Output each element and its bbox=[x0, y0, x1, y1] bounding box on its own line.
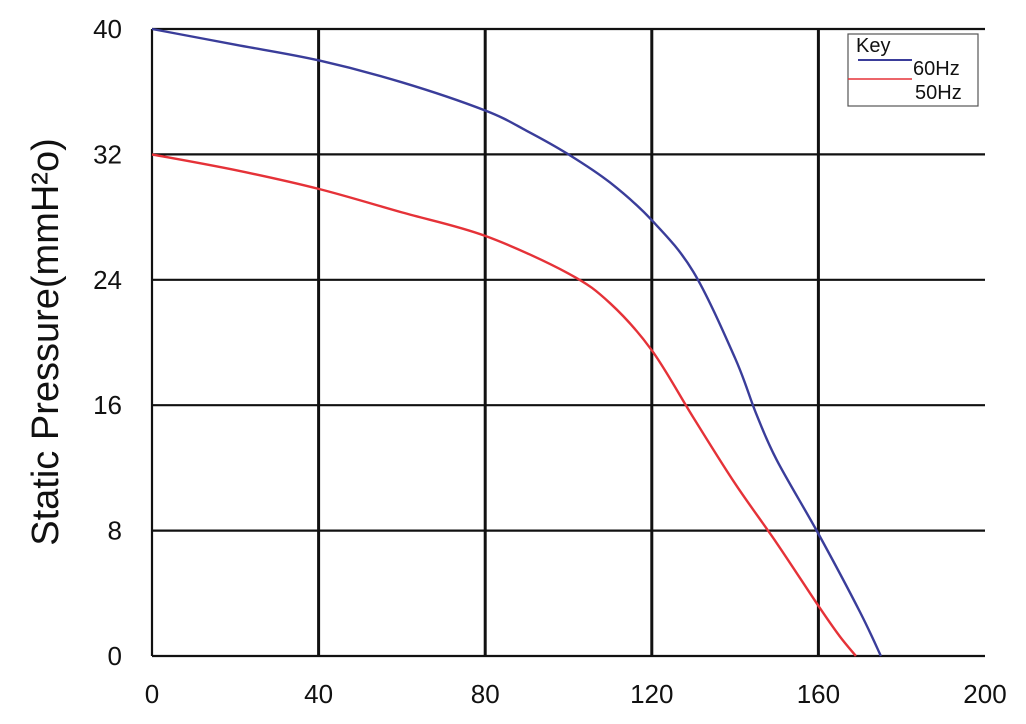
y-tick-label: 32 bbox=[93, 139, 122, 169]
legend-label-60hz: 60Hz bbox=[913, 58, 960, 80]
x-tick-label: 40 bbox=[304, 679, 333, 709]
legend-box bbox=[847, 33, 979, 107]
x-tick-label: 160 bbox=[797, 679, 840, 709]
x-tick-label: 0 bbox=[145, 679, 159, 709]
y-tick-label: 8 bbox=[108, 516, 122, 546]
y-tick-label: 16 bbox=[93, 390, 122, 420]
legend: Key 60Hz 50Hz bbox=[847, 33, 979, 107]
series-line-50hz bbox=[151, 153, 857, 657]
y-tick-label: 0 bbox=[108, 641, 122, 671]
x-tick-label: 200 bbox=[963, 679, 1006, 709]
y-axis-label: Static Pressure(mmH²o) bbox=[25, 138, 67, 546]
x-tick-label: 80 bbox=[471, 679, 500, 709]
y-tick-label: 24 bbox=[93, 265, 122, 295]
series-lines bbox=[151, 27, 882, 657]
y-tick-label: 40 bbox=[93, 14, 122, 44]
x-tick-label: 120 bbox=[630, 679, 673, 709]
tick-labels: 0 8 16 24 32 40 0 40 80 120 160 200 bbox=[93, 14, 1007, 709]
grid bbox=[150, 27, 985, 658]
legend-title: Key bbox=[856, 35, 890, 57]
series-line-60hz bbox=[151, 27, 882, 657]
legend-label-50hz: 50Hz bbox=[915, 82, 962, 104]
